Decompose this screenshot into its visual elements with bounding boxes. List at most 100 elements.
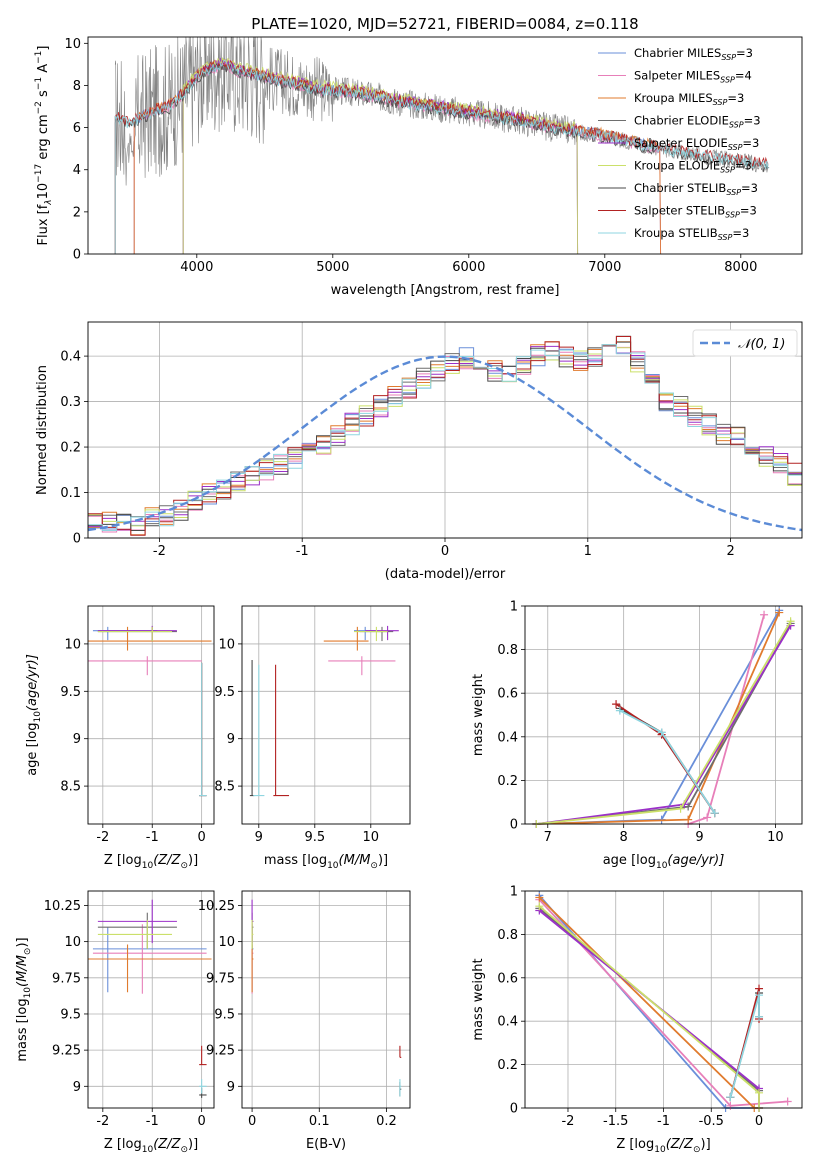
legend-count: =3 — [742, 136, 759, 150]
y-tick-label: 9.5 — [214, 685, 235, 700]
y-tick-label: 9 — [227, 732, 235, 747]
label-text: (Z/Z — [666, 1137, 694, 1152]
y-tick-label: 4 — [73, 163, 81, 178]
series-marker — [755, 1012, 764, 1021]
x-tick-label: 9.5 — [304, 830, 325, 845]
y-tick-label: 9 — [227, 1080, 235, 1095]
axes-frame — [524, 890, 803, 1109]
y-tick-label: 10 — [64, 637, 81, 652]
y-tick-label: 0.2 — [497, 1058, 518, 1073]
series-salpeter-miles — [684, 610, 769, 828]
legend-entry: Chabrier STELIBSSP=3 — [634, 181, 758, 197]
figure-title: PLATE=1020, MJD=52721, FIBERID=0084, z=0… — [251, 15, 638, 33]
x-tick-label: 7 — [544, 830, 552, 845]
x-tick-label: 10 — [363, 830, 380, 845]
label-sub: 10 — [654, 1145, 666, 1155]
series-line — [536, 620, 792, 825]
legend-sub: SSP — [721, 53, 736, 62]
label-sub: 10 — [142, 861, 154, 871]
normal-curve — [87, 355, 803, 532]
label-sup: −1 — [34, 51, 44, 64]
label-text: (Z/Z — [153, 853, 181, 868]
y-tick-label: 8.5 — [214, 780, 235, 795]
errorbar-salpeter-elodie — [97, 625, 177, 641]
x-tick-label: -2 — [561, 1114, 574, 1129]
errorbar-salpeter-stelib — [199, 662, 207, 797]
legend-count: =3 — [741, 181, 758, 195]
label-text: Z [log — [104, 1137, 142, 1152]
series-marker — [612, 700, 621, 709]
x-tick-label: -2 — [96, 1114, 109, 1129]
label-text: Z [log — [616, 1137, 654, 1152]
y-tick-label: 1 — [510, 885, 518, 900]
label-text: (M/M — [339, 853, 371, 868]
y-tick-label: 0.4 — [60, 350, 81, 365]
label-sub: λ — [44, 199, 54, 205]
series-kroupa-miles — [535, 893, 764, 1112]
y-tick-label: 0.2 — [60, 441, 81, 456]
label-text: )] — [188, 853, 198, 868]
series-kroupa-stelib — [726, 991, 764, 1102]
series-marker — [535, 902, 544, 911]
panel-weight_vs_Z: -2 -1.5 -1 -0.5 0 0 0.2 0.4 0.6 0.8 1 Z [log10(Z/Z⊙… — [471, 885, 803, 1155]
y-tick-label: 9.75 — [52, 971, 81, 986]
tick-marks: -2 -1.5 -1 -0.5 0 0 0.2 0.4 0.6 0.8 1 — [497, 885, 763, 1130]
y-tick-label: 10.25 — [44, 899, 81, 914]
errorbar-kroupa-miles — [251, 944, 254, 993]
label-sup: −1 — [34, 77, 44, 90]
series-marker — [657, 728, 666, 737]
errorbar-kroupa-stelib — [199, 662, 207, 797]
legend-count: =4 — [735, 69, 752, 83]
series-line — [536, 609, 780, 825]
legend-count: =3 — [740, 204, 757, 218]
axes-frame — [241, 605, 411, 825]
errorbar-kroupa-stelib — [199, 1079, 207, 1094]
x-tick-label: 8000 — [724, 260, 757, 275]
label-sub: ⊙ — [370, 861, 378, 871]
tick-marks: 9 9.5 10 8.5 9 9.5 10 — [214, 637, 379, 845]
x-tick-label: 0 — [755, 1114, 763, 1129]
series-marker — [775, 608, 784, 617]
series-marker — [760, 610, 769, 619]
series-marker — [726, 1093, 735, 1102]
errorbar-kroupa-elodie — [97, 626, 172, 642]
label-text: A — [36, 64, 51, 77]
errorbar-salpeter-miles — [328, 656, 396, 676]
series-marker — [684, 815, 693, 824]
y-tick-label: 10 — [218, 935, 235, 950]
tick-marks: -2 -1 0 8.5 9 9.5 10 — [60, 637, 205, 845]
x-axis-label: (data-model)/error — [385, 567, 506, 582]
grid-lines — [88, 606, 214, 824]
series-marker — [710, 809, 719, 818]
x-tick-label: 1 — [584, 544, 592, 559]
x-tick-label: 2 — [726, 544, 734, 559]
y-tick-label: 6 — [73, 121, 81, 136]
tick-marks: 7 8 9 10 0 0.2 0.4 0.6 0.8 1 — [497, 600, 783, 846]
y-axis-label: mass weight — [471, 958, 486, 1040]
x-tick-label: -1 — [296, 544, 309, 559]
x-tick-label: 8 — [620, 830, 628, 845]
y-tick-label: 9.25 — [206, 1044, 235, 1059]
y-tick-label: 0.6 — [497, 687, 518, 702]
y-tick-label: 0.2 — [497, 774, 518, 789]
legend-entry: Kroupa ELODIESSP=3 — [634, 159, 752, 175]
label-sub: ⊙ — [180, 861, 188, 871]
label-text: erg cm — [36, 114, 51, 163]
series-chabrier-stelib — [615, 704, 719, 818]
errorbar-chabrier-elodie — [97, 912, 177, 949]
x-axis-label: Z [log10(Z/Z⊙)] — [104, 853, 198, 871]
series-chabrier-miles — [532, 606, 784, 828]
y-tick-label: 0 — [510, 818, 518, 833]
tick-marks: 4000 5000 6000 7000 8000 0 2 4 6 8 10 — [64, 37, 757, 275]
x-tick-label: 9 — [255, 830, 263, 845]
axes-frame — [87, 890, 215, 1109]
x-tick-label: -1.5 — [603, 1114, 628, 1129]
legend-sub: SSP — [718, 233, 733, 242]
model-spectrum-salpeter-elodie — [182, 57, 579, 255]
y-tick-label: 9.5 — [214, 1007, 235, 1022]
label-text: ] — [36, 46, 51, 51]
legend-sub: SSP — [728, 143, 743, 152]
x-tick-label: 0.2 — [376, 1114, 397, 1129]
x-axis-label: E(B-V) — [306, 1137, 346, 1152]
